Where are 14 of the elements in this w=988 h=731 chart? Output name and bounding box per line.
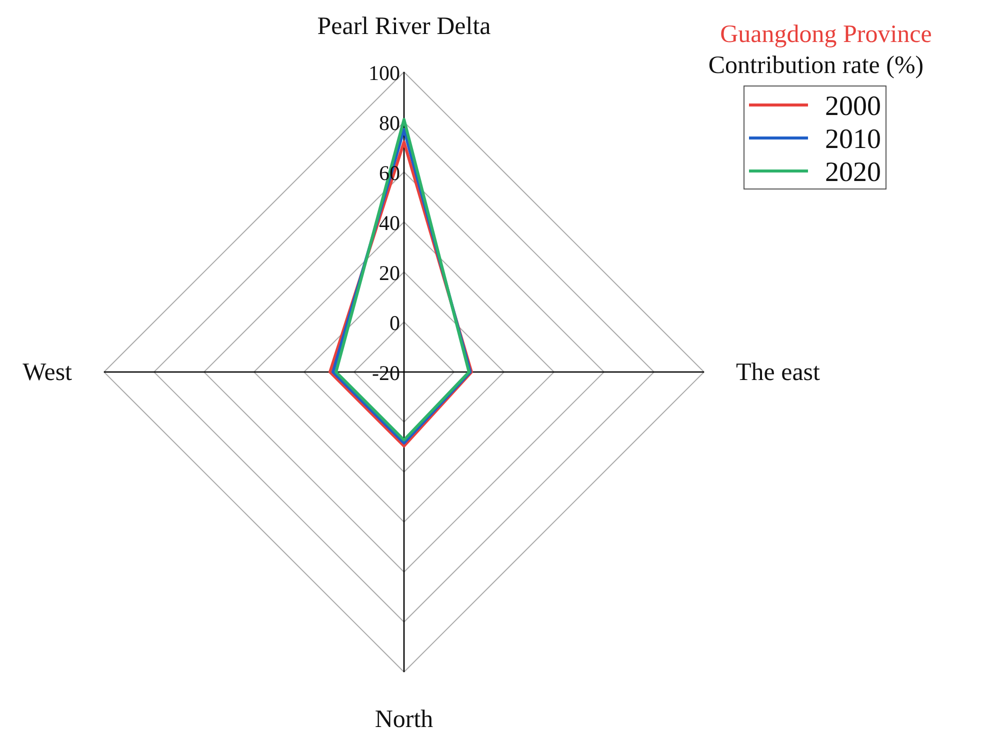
chart-title: Guangdong Province	[720, 21, 932, 48]
text: Contribution rate (%)	[708, 52, 924, 79]
legend-label: 2000	[825, 91, 881, 122]
y-tick-label: 80	[379, 111, 400, 135]
y-tick-label: 100	[368, 61, 400, 85]
spoke-label: West	[22, 359, 72, 386]
spoke-label: North	[374, 706, 434, 731]
y-tick-label: 40	[379, 211, 400, 235]
spoke-label: The east	[736, 359, 820, 386]
spoke-label: Pearl River Delta	[317, 13, 491, 40]
y-tick-label: 20	[379, 261, 400, 285]
y-tick-label: 0	[390, 311, 400, 335]
legend-label: 2010	[825, 124, 881, 155]
legend-label: 2020	[825, 157, 881, 188]
